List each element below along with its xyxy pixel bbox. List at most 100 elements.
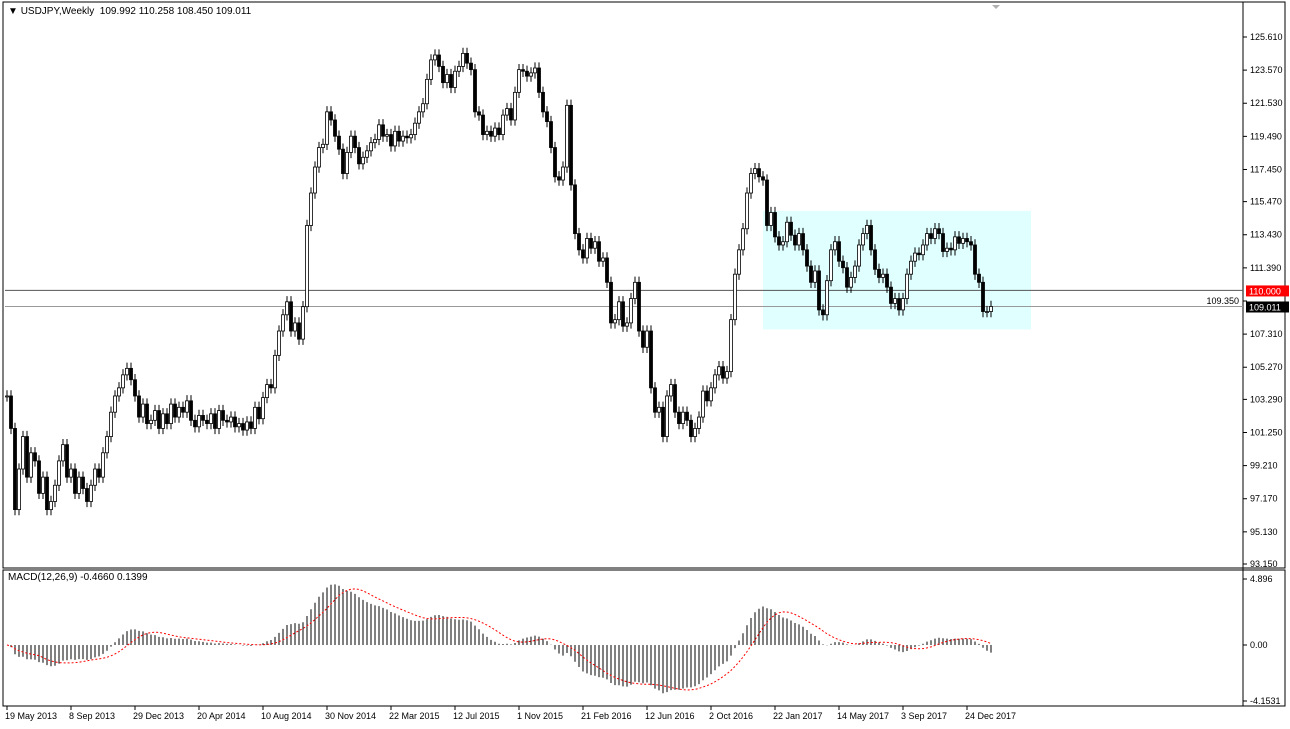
candle <box>177 406 181 418</box>
candle <box>685 411 689 421</box>
x-tick-label: 21 Feb 2016 <box>581 711 632 721</box>
candle <box>657 406 661 413</box>
candle <box>357 147 361 165</box>
candle <box>229 416 233 423</box>
candle <box>793 234 797 246</box>
candle <box>73 468 77 494</box>
candle <box>801 233 805 251</box>
candle <box>417 111 421 124</box>
candle <box>633 281 637 299</box>
candle <box>97 468 101 478</box>
candle <box>493 127 497 137</box>
candle <box>513 91 517 121</box>
candle <box>609 281 613 324</box>
candle <box>885 273 889 288</box>
candle <box>585 238 589 259</box>
candle <box>837 241 841 262</box>
candle <box>533 67 537 74</box>
candle <box>321 143 325 148</box>
x-tick-label: 12 Jul 2015 <box>453 711 500 721</box>
candle <box>281 314 285 332</box>
candle <box>713 374 717 389</box>
candle <box>449 74 453 88</box>
candle <box>225 419 229 423</box>
candle <box>121 374 125 389</box>
candle <box>489 130 493 137</box>
candle <box>737 249 741 275</box>
candle <box>921 244 925 256</box>
candle <box>257 406 261 420</box>
candle <box>725 371 729 379</box>
candle <box>829 249 833 282</box>
candle <box>313 166 317 194</box>
candle <box>813 270 817 283</box>
candle <box>741 228 745 251</box>
y-tick-label: 103.290 <box>1250 394 1283 404</box>
candle <box>293 322 297 332</box>
candle <box>549 121 553 148</box>
candle <box>805 249 809 267</box>
macd-axis-label: 4.896 <box>1250 574 1273 584</box>
candle <box>305 225 309 308</box>
candle <box>673 384 677 413</box>
candle <box>105 436 109 454</box>
y-tick-label: 93.150 <box>1250 559 1278 569</box>
candle <box>589 238 593 249</box>
candle <box>825 280 829 316</box>
x-tick-label: 3 Sep 2017 <box>901 711 947 721</box>
candle <box>185 400 189 413</box>
candle <box>833 241 837 251</box>
candle <box>537 67 541 93</box>
x-tick-label: 10 Aug 2014 <box>261 711 312 721</box>
dropdown-triangle-icon[interactable]: ▼ <box>8 6 18 17</box>
candle <box>269 384 273 389</box>
candle <box>125 367 129 376</box>
y-tick-label: 101.250 <box>1250 427 1283 437</box>
candle <box>889 286 893 304</box>
candle <box>117 387 121 397</box>
candle <box>857 244 861 267</box>
candle <box>49 501 53 511</box>
candle <box>445 74 449 84</box>
candle <box>477 111 481 116</box>
x-tick-label: 12 Jun 2016 <box>645 711 695 721</box>
candle <box>561 166 565 181</box>
candle <box>261 397 265 420</box>
candle <box>677 411 681 424</box>
candle <box>133 379 137 397</box>
candle <box>613 319 617 324</box>
y-tick-label: 113.430 <box>1250 230 1282 240</box>
candle <box>385 134 389 137</box>
candle <box>901 298 905 311</box>
candle <box>441 65 445 84</box>
candle <box>529 72 533 77</box>
candle <box>941 233 945 252</box>
x-tick-label: 8 Sep 2013 <box>69 711 115 721</box>
candle <box>709 387 713 402</box>
candle <box>569 104 573 186</box>
candle <box>809 265 813 283</box>
candle <box>297 322 301 340</box>
candle <box>925 233 929 246</box>
candle <box>161 413 165 429</box>
candle <box>509 108 513 121</box>
candle <box>789 221 793 236</box>
candle <box>937 228 941 235</box>
candle <box>21 436 25 470</box>
candle <box>181 406 185 413</box>
candle <box>949 247 953 251</box>
candle <box>681 411 685 424</box>
candle <box>849 277 853 288</box>
x-tick-label: 24 Dec 2017 <box>965 711 1016 721</box>
candle <box>577 233 581 251</box>
candle <box>113 395 117 413</box>
price-label: 110.000 <box>1249 286 1281 296</box>
candle <box>93 468 97 486</box>
y-tick-label: 97.170 <box>1250 494 1278 504</box>
candle <box>29 452 33 478</box>
candle <box>985 311 989 313</box>
x-tick-label: 14 May 2017 <box>837 711 889 721</box>
candle <box>457 65 461 72</box>
candle <box>129 367 133 381</box>
